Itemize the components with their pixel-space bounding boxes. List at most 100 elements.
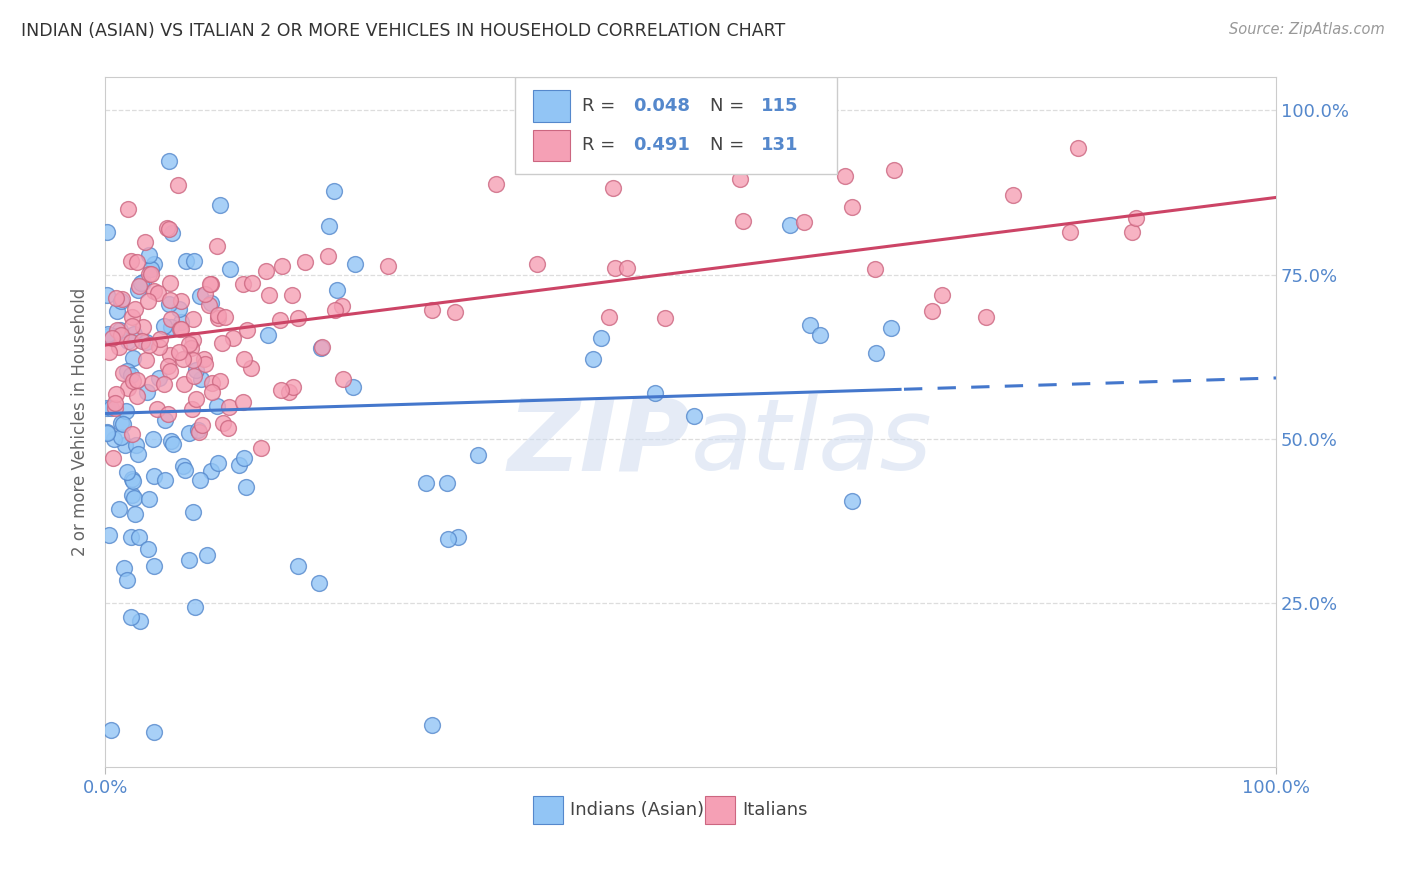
Point: [117, 381, 139, 395]
Point: [121, 310, 143, 325]
Point: [931, 288, 953, 302]
Point: [239, 360, 262, 375]
Point: [793, 215, 815, 229]
Point: [120, 530, 142, 544]
Point: [194, 287, 217, 301]
Point: [101, 450, 124, 465]
Point: [190, 372, 212, 386]
Point: [436, 476, 458, 491]
Point: [200, 277, 222, 292]
Point: [110, 430, 132, 444]
Point: [278, 384, 301, 399]
Point: [110, 416, 132, 430]
Point: [124, 301, 146, 316]
Point: [117, 334, 139, 348]
Point: [129, 277, 152, 291]
Point: [134, 235, 156, 249]
Point: [142, 432, 165, 446]
Point: [287, 310, 309, 325]
Point: [332, 372, 354, 386]
Point: [602, 181, 624, 195]
Point: [107, 340, 129, 354]
Point: [143, 468, 166, 483]
Point: [437, 533, 460, 547]
Point: [183, 368, 205, 383]
Point: [654, 310, 676, 325]
Point: [114, 438, 136, 452]
Point: [581, 351, 603, 366]
Point: [318, 249, 340, 263]
Point: [184, 362, 207, 376]
Point: [131, 334, 153, 349]
Point: [232, 277, 254, 292]
Point: [128, 530, 150, 544]
Text: 115: 115: [761, 97, 799, 115]
Point: [270, 384, 292, 398]
Point: [179, 337, 201, 351]
Point: [112, 417, 135, 432]
Point: [97, 329, 120, 343]
Point: [326, 283, 349, 297]
Point: [841, 200, 863, 214]
Point: [311, 340, 333, 354]
Point: [96, 225, 118, 239]
Point: [344, 257, 367, 271]
Point: [120, 335, 142, 350]
Point: [167, 178, 190, 192]
Point: [148, 285, 170, 300]
FancyBboxPatch shape: [533, 90, 569, 121]
Point: [157, 407, 180, 421]
Point: [112, 366, 135, 380]
Point: [96, 425, 118, 440]
Text: ZIP: ZIP: [508, 394, 690, 491]
Point: [159, 276, 181, 290]
Point: [863, 261, 886, 276]
Point: [138, 294, 160, 309]
Point: [120, 610, 142, 624]
Text: R =: R =: [582, 97, 620, 115]
Point: [120, 254, 142, 268]
Point: [111, 292, 134, 306]
Point: [309, 341, 332, 355]
Point: [138, 541, 160, 556]
Text: R =: R =: [582, 136, 620, 154]
Point: [280, 288, 302, 302]
Point: [156, 359, 179, 374]
Point: [808, 327, 831, 342]
Point: [467, 448, 489, 462]
Point: [207, 239, 229, 253]
Point: [160, 320, 183, 334]
Point: [1001, 187, 1024, 202]
Point: [101, 331, 124, 345]
FancyBboxPatch shape: [533, 130, 569, 161]
Point: [115, 404, 138, 418]
Point: [97, 345, 120, 359]
Point: [207, 456, 229, 470]
Point: [209, 198, 232, 212]
Point: [219, 262, 242, 277]
Point: [167, 344, 190, 359]
Point: [138, 267, 160, 281]
Point: [103, 433, 125, 447]
Point: [318, 219, 340, 234]
Point: [139, 267, 162, 281]
Point: [198, 277, 221, 292]
Point: [104, 396, 127, 410]
Point: [149, 332, 172, 346]
Point: [173, 376, 195, 391]
Point: [96, 425, 118, 440]
Point: [195, 548, 218, 562]
Point: [644, 386, 666, 401]
Point: [179, 426, 201, 441]
Point: [121, 318, 143, 333]
Point: [96, 401, 118, 415]
Text: INDIAN (ASIAN) VS ITALIAN 2 OR MORE VEHICLES IN HOUSEHOLD CORRELATION CHART: INDIAN (ASIAN) VS ITALIAN 2 OR MORE VEHI…: [21, 22, 786, 40]
Point: [1121, 225, 1143, 239]
Point: [731, 213, 754, 227]
Point: [323, 302, 346, 317]
Point: [97, 326, 120, 341]
Point: [169, 316, 191, 330]
Point: [159, 434, 181, 448]
Point: [308, 576, 330, 591]
FancyBboxPatch shape: [533, 797, 562, 823]
